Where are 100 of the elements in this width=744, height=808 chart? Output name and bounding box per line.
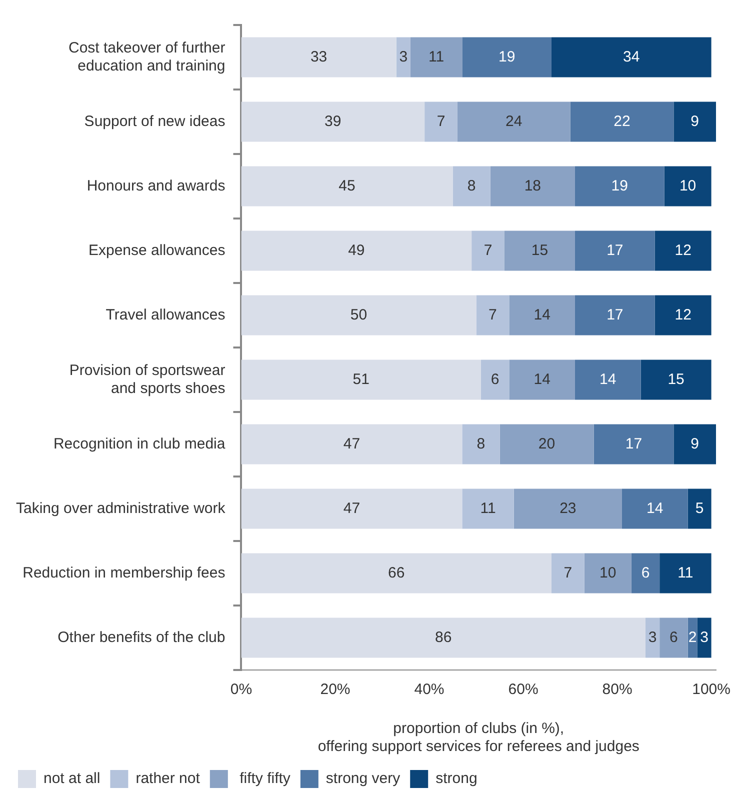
bar xyxy=(504,230,575,271)
data-label: 10 xyxy=(600,564,616,582)
bar xyxy=(622,488,688,529)
data-label: 3 xyxy=(700,628,708,646)
data-label: 9 xyxy=(690,112,700,130)
y-tick-label: Reduction in membership fees xyxy=(22,564,226,582)
data-label: 3 xyxy=(399,48,408,66)
data-label: 47 xyxy=(343,500,360,517)
bar xyxy=(660,553,712,594)
data-label: 12 xyxy=(674,306,692,324)
bar xyxy=(457,102,570,142)
bar xyxy=(654,230,712,271)
data-label: 23 xyxy=(560,500,576,517)
bar xyxy=(241,360,481,400)
data-label: 8 xyxy=(467,177,476,194)
data-label: 45 xyxy=(338,177,356,194)
bar xyxy=(410,37,462,78)
data-label: 51 xyxy=(352,370,370,388)
bar xyxy=(241,618,646,658)
data-label: 18 xyxy=(524,177,542,194)
bar xyxy=(476,295,510,336)
data-label: 14 xyxy=(534,306,550,324)
y-tick-label: Other benefits of the club xyxy=(58,628,226,646)
bar xyxy=(688,488,712,529)
bar xyxy=(594,424,674,464)
x-axis-title: proportion of clubs (in %), offering support services for referees and judges xyxy=(318,720,640,756)
bar xyxy=(674,102,716,142)
bar xyxy=(674,424,716,464)
data-label: 14 xyxy=(600,370,616,388)
bar xyxy=(462,424,500,464)
data-label: 14 xyxy=(534,370,550,388)
bar xyxy=(241,295,476,336)
bar xyxy=(452,166,490,206)
legend-label: not at all xyxy=(44,770,100,788)
bar xyxy=(490,166,575,206)
data-label: 9 xyxy=(690,435,700,452)
bar xyxy=(654,295,712,336)
bar xyxy=(697,618,712,658)
bar xyxy=(396,37,410,78)
x-tick-label: 40% xyxy=(414,681,444,698)
x-tick-label: 0% xyxy=(230,681,252,698)
data-label: 19 xyxy=(611,177,628,194)
legend-label: strong very xyxy=(326,770,401,788)
data-label: 17 xyxy=(625,435,642,452)
data-label: 14 xyxy=(646,500,664,517)
data-label: 17 xyxy=(606,306,624,324)
data-label: 10 xyxy=(679,177,696,194)
data-label: 7 xyxy=(436,112,446,130)
bar xyxy=(664,166,712,206)
data-label: 6 xyxy=(641,564,650,582)
data-label: 34 xyxy=(623,48,640,66)
bar xyxy=(551,553,584,594)
data-label: 66 xyxy=(388,564,405,582)
bar xyxy=(660,618,688,658)
data-label: 24 xyxy=(506,112,522,130)
y-tick-label: Cost takeover of further education and training xyxy=(68,39,226,74)
x-tick-label: 100% xyxy=(692,681,730,698)
data-label: 6 xyxy=(490,370,500,388)
legend-label: strong xyxy=(436,770,478,788)
bar xyxy=(241,424,462,464)
data-label: 39 xyxy=(324,112,342,130)
bar xyxy=(462,37,552,78)
bar xyxy=(574,230,655,271)
y-tick-label: Honours and awards xyxy=(86,177,226,194)
bar xyxy=(574,360,641,400)
y-tick-label: Provision of sportswear and sports shoes xyxy=(69,362,226,397)
data-label: 7 xyxy=(564,564,572,582)
data-label: 15 xyxy=(668,370,684,388)
bar xyxy=(424,102,458,142)
bar xyxy=(584,553,632,594)
bar xyxy=(472,230,504,271)
data-label: 50 xyxy=(350,306,368,324)
bar xyxy=(631,553,660,594)
data-label: 5 xyxy=(695,500,704,517)
data-label: 47 xyxy=(343,435,360,452)
x-tick-label: 60% xyxy=(508,681,538,698)
bar xyxy=(570,102,674,142)
data-label: 33 xyxy=(310,48,328,66)
bar xyxy=(509,360,575,400)
data-label: 8 xyxy=(476,435,486,452)
data-label: 86 xyxy=(435,628,452,646)
bar xyxy=(241,37,396,78)
bar xyxy=(640,360,712,400)
data-label: 15 xyxy=(531,242,548,259)
bar xyxy=(480,360,510,400)
data-label: 12 xyxy=(674,242,692,259)
y-tick-label: Recognition in club media xyxy=(53,435,226,452)
data-label: 22 xyxy=(614,112,630,130)
data-label: 11 xyxy=(480,500,496,517)
data-label: 20 xyxy=(538,435,556,452)
bar xyxy=(645,618,660,658)
y-tick-label: Travel allowances xyxy=(106,306,226,324)
data-label: 19 xyxy=(498,48,516,66)
y-tick-label: Expense allowances xyxy=(88,242,226,259)
data-label: 2 xyxy=(688,628,697,646)
bar xyxy=(500,424,594,464)
data-label: 49 xyxy=(348,242,365,259)
legend-label: rather not xyxy=(136,770,201,788)
data-label: 3 xyxy=(648,628,657,646)
y-tick-label: Taking over administrative work xyxy=(16,500,226,517)
